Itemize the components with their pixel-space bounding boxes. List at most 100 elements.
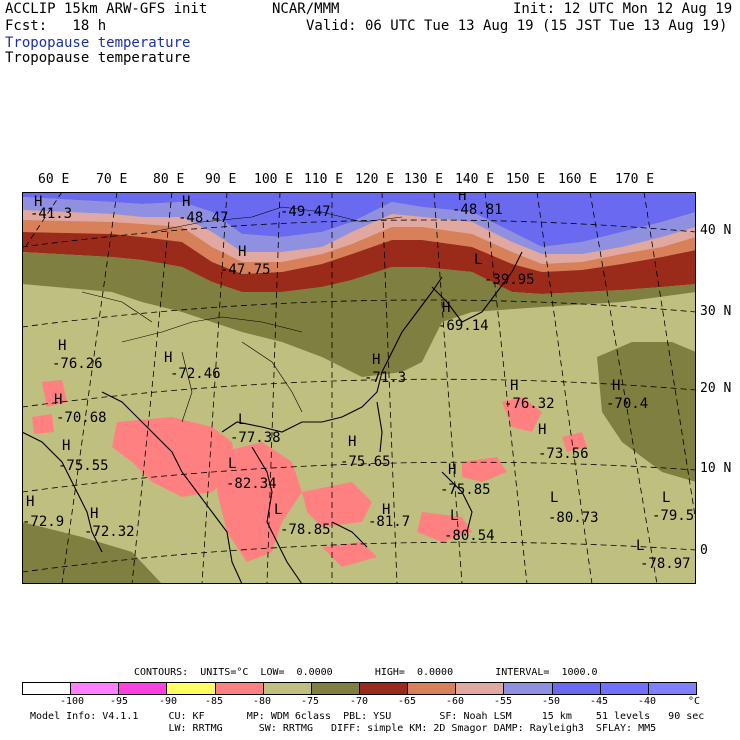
marker-symbol: H bbox=[34, 194, 42, 210]
field-title-shaded: Tropopause temperature bbox=[5, 35, 191, 51]
map-marker-h: H -72.32 bbox=[84, 506, 135, 540]
colorbar-swatch bbox=[600, 683, 649, 694]
colorbar-tick: -65 bbox=[398, 696, 417, 707]
marker-symbol: L bbox=[228, 456, 236, 472]
marker-value: -77.38 bbox=[230, 430, 281, 446]
marker-value: -72.46 bbox=[170, 366, 221, 382]
map-marker-h: H-72.46 bbox=[164, 350, 221, 382]
marker-value: -72.32 bbox=[84, 524, 135, 540]
map-marker-l: L -82.34 bbox=[226, 456, 277, 492]
colorbar-swatch bbox=[215, 683, 264, 694]
marker-symbol: L bbox=[274, 502, 282, 518]
coastline-lines bbox=[22, 251, 523, 584]
marker-value: -70.68 bbox=[56, 410, 107, 426]
lon-label: 90 E bbox=[205, 172, 237, 187]
map-panel: H-41.3 H-48.47 -49.47 H-48.81 H-47.75 L-… bbox=[22, 192, 696, 584]
marker-value: -75.65 bbox=[340, 454, 391, 470]
colorbar bbox=[22, 682, 697, 695]
olive-bottom-left-region bbox=[22, 522, 162, 584]
marker-symbol: H bbox=[612, 378, 620, 394]
map-marker-h: H -75.55 bbox=[58, 438, 109, 474]
marker-symbol: H bbox=[538, 422, 546, 438]
lon-label: 100 E bbox=[254, 172, 294, 187]
map-marker-h: H -73.56 bbox=[538, 422, 589, 462]
map-frame bbox=[22, 192, 696, 584]
model-info: Model Info: V4.1.1 CU: KF MP: WDM 6class… bbox=[30, 711, 705, 722]
map-marker-h: H -76.26 bbox=[52, 338, 103, 372]
marker-value: -78.85 bbox=[280, 522, 331, 538]
colorbar-tick: -50 bbox=[542, 696, 561, 707]
marker-value: -75.85 bbox=[440, 482, 491, 498]
lightblue-band-region bbox=[22, 197, 696, 254]
map-marker-l: L -78.97 bbox=[636, 538, 691, 572]
marker-value: -80.54 bbox=[444, 528, 495, 544]
salmon-areas-region bbox=[32, 380, 587, 567]
lon-label: 60 E bbox=[38, 172, 70, 187]
marker-symbol: H bbox=[238, 244, 246, 260]
colorbar-swatch bbox=[504, 683, 553, 694]
map-marker-l: L -80.54 bbox=[444, 508, 495, 544]
map-marker-h: H-48.81 bbox=[452, 192, 503, 218]
marker-symbol: H bbox=[448, 462, 456, 478]
map-marker-l: L -79.5 bbox=[652, 490, 694, 524]
colorbar-tick: -95 bbox=[110, 696, 129, 707]
marker-value: -80.73 bbox=[548, 510, 599, 526]
marker-symbol: H bbox=[510, 378, 518, 394]
lon-label: 80 E bbox=[153, 172, 185, 187]
marker-value: -73.56 bbox=[538, 446, 589, 462]
lon-label: 130 E bbox=[404, 172, 444, 187]
map-marker-h: H -72.9 bbox=[22, 494, 64, 530]
colorbar-swatch bbox=[552, 683, 601, 694]
colorbar-swatch bbox=[408, 683, 457, 694]
marker-symbol: H bbox=[458, 192, 466, 204]
lat-label: 20 N bbox=[700, 381, 732, 396]
marker-value: -76.32 bbox=[504, 396, 555, 412]
lat-label: 0 bbox=[700, 543, 708, 558]
marker-symbol: H bbox=[348, 434, 356, 450]
lon-label: 120 E bbox=[355, 172, 395, 187]
marker-value: -47.75 bbox=[220, 262, 271, 278]
colorbar-tick: -60 bbox=[446, 696, 465, 707]
lat-label: 30 N bbox=[700, 304, 732, 319]
marker-symbol: H bbox=[58, 338, 66, 354]
marker-symbol: H bbox=[90, 506, 98, 522]
map-marker-l: L -80.73 bbox=[548, 490, 599, 526]
marker-symbol: H bbox=[382, 502, 390, 518]
blue-band-region bbox=[22, 192, 696, 247]
pink-band-region bbox=[22, 210, 696, 264]
marker-value: -82.34 bbox=[226, 476, 277, 492]
marker-symbol: H bbox=[182, 194, 190, 210]
colorbar-tick: -100 bbox=[60, 696, 85, 707]
marker-symbol: L bbox=[550, 490, 558, 506]
lat-label: 40 N bbox=[700, 223, 732, 238]
marker-symbol: L bbox=[662, 490, 670, 506]
marker-symbol: H bbox=[372, 352, 380, 368]
map-marker-h: H -69.14 bbox=[438, 300, 489, 334]
marker-value: -76.26 bbox=[52, 356, 103, 372]
map-marker-h: H -75.85 bbox=[440, 462, 491, 498]
colorbar-unit: °C bbox=[688, 696, 701, 707]
marker-value: -48.81 bbox=[452, 202, 503, 218]
marker-symbol: L bbox=[636, 538, 644, 554]
init-time: Init: 12 UTC Mon 12 Aug 19 bbox=[513, 1, 733, 17]
colorbar-tick: -55 bbox=[494, 696, 513, 707]
map-marker-h: H-81.7 bbox=[368, 502, 410, 530]
marker-value: -79.5 bbox=[652, 508, 694, 524]
map-marker-h: H -47.75 bbox=[220, 244, 271, 278]
map-marker-h: H-41.3 bbox=[30, 194, 72, 222]
colorbar-swatch bbox=[167, 683, 216, 694]
colorbar-swatch bbox=[263, 683, 312, 694]
forecast-hour: Fcst: 18 h bbox=[5, 18, 107, 34]
map-marker-h: H-48.47 bbox=[178, 194, 229, 226]
colorbar-tick: -85 bbox=[205, 696, 224, 707]
colorbar-tick: -90 bbox=[159, 696, 178, 707]
marker-symbol: H bbox=[62, 438, 70, 454]
colorbar-swatch bbox=[23, 683, 72, 694]
lon-label: 160 E bbox=[558, 172, 598, 187]
olive-patch-region bbox=[597, 342, 696, 482]
colorbar-tick: -80 bbox=[253, 696, 272, 707]
model-title: ACCLIP 15km ARW-GFS init bbox=[5, 1, 208, 17]
lon-label: 170 E bbox=[615, 172, 655, 187]
marker-symbol: L bbox=[238, 412, 246, 428]
map-marker-l: L -78.85 bbox=[274, 502, 331, 538]
